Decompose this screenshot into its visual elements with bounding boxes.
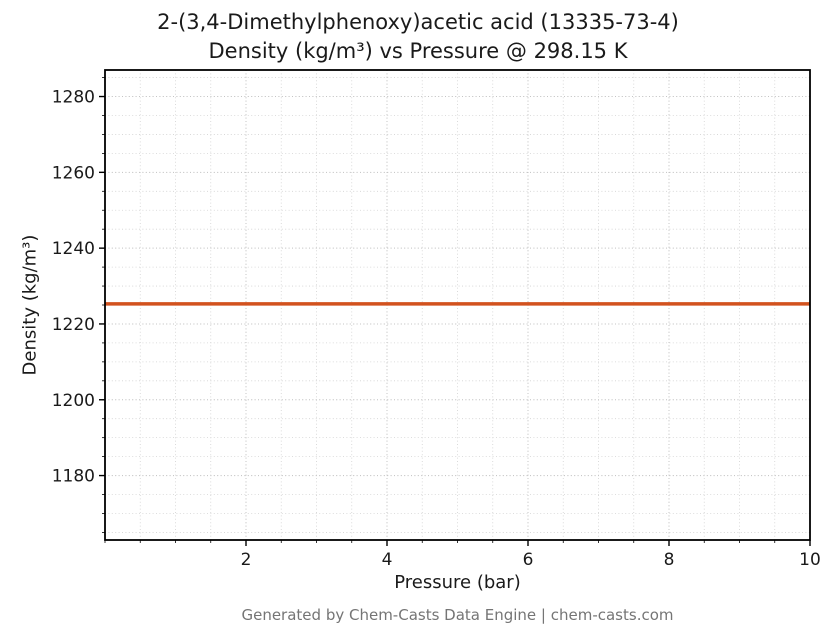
y-tick-label: 1280 <box>52 88 95 108</box>
y-axis-label: Density (kg/m³) <box>19 234 41 376</box>
y-tick-label: 1240 <box>52 239 95 259</box>
x-tick-label: 4 <box>382 550 393 570</box>
x-axis-label: Pressure (bar) <box>394 572 521 593</box>
y-tick-label: 1260 <box>52 163 95 183</box>
x-tick-label: 2 <box>241 550 252 570</box>
footer-credit: Generated by Chem-Casts Data Engine | ch… <box>241 606 674 624</box>
x-tick-label: 6 <box>523 550 534 570</box>
x-tick-label: 10 <box>799 550 821 570</box>
y-tick-label: 1220 <box>52 315 95 335</box>
x-tick-label: 8 <box>664 550 675 570</box>
chart-title-line2: Density (kg/m³) vs Pressure @ 298.15 K <box>208 38 628 63</box>
axes-border <box>104 69 811 541</box>
y-tick-label: 1200 <box>52 391 95 411</box>
y-tick-label: 1180 <box>52 467 95 487</box>
chart-title: 2-(3,4-Dimethylphenoxy)acetic acid (1333… <box>0 8 836 66</box>
chart-title-line1: 2-(3,4-Dimethylphenoxy)acetic acid (1333… <box>157 10 679 34</box>
